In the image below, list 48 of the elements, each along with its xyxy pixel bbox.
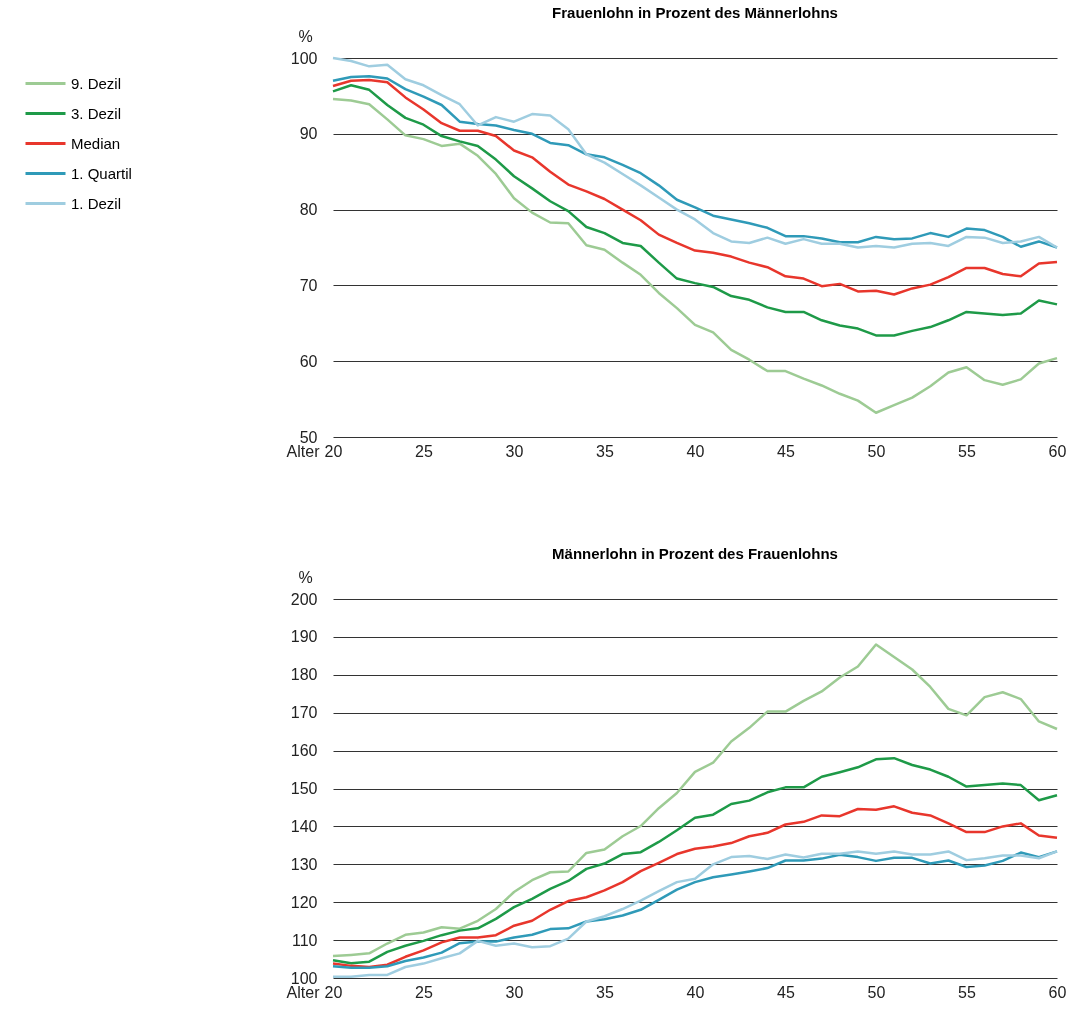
y-tick-label: 80: [299, 201, 318, 219]
x-tick-label: 25: [415, 983, 433, 1001]
x-tick-label: 45: [777, 442, 795, 460]
legend-label: Median: [71, 134, 121, 152]
line-series: [331, 805, 1059, 969]
legend-label: 3. Dezil: [71, 104, 122, 122]
y-tick-label: 180: [290, 666, 318, 684]
line-series: [331, 643, 1059, 958]
y-axis-title: %: [298, 27, 313, 45]
x-tick-label: 20: [324, 983, 343, 1001]
y-tick-label: 110: [291, 931, 318, 949]
x-tick-label: 25: [415, 442, 433, 460]
y-tick-label: 150: [290, 780, 318, 797]
line-series: [331, 756, 1059, 965]
x-tick-label: 35: [596, 983, 614, 1001]
y-tick-label: 170: [290, 704, 318, 722]
x-tick-label: 55: [958, 983, 976, 1001]
line-series: [331, 97, 1059, 414]
x-tick-label: 35: [596, 442, 614, 460]
y-tick-label: 130: [290, 855, 318, 873]
line-series: [331, 78, 1059, 296]
x-tick-label: 55: [958, 442, 976, 460]
x-tick-label: 40: [686, 442, 705, 460]
x-tick-label: 30: [505, 442, 524, 460]
chart-title: Männerlohn in Prozent des Frauenlohns: [552, 545, 838, 562]
legend-label: 9. Dezil: [71, 74, 122, 92]
y-tick-label: 90: [299, 125, 318, 143]
y-axis-title: %: [298, 568, 313, 586]
x-tick-label: 50: [867, 983, 886, 1001]
y-tick-label: 120: [290, 893, 318, 911]
legend-label: 1. Quartil: [71, 164, 132, 182]
y-tick-label: 60: [299, 352, 318, 370]
x-tick-label: 30: [505, 983, 524, 1001]
x-tick-label: 60: [1048, 983, 1067, 1001]
y-tick-label: 190: [290, 628, 318, 646]
y-tick-label: 100: [290, 49, 318, 67]
x-tick-label: 45: [777, 983, 795, 1001]
y-tick-label: 200: [290, 590, 318, 608]
x-tick-label: 20: [324, 442, 343, 460]
line-series: [331, 84, 1059, 337]
chart-title: Frauenlohn in Prozent des Männerlohns: [552, 4, 838, 21]
x-tick-label: 50: [867, 442, 886, 460]
y-tick-label: 70: [299, 276, 318, 294]
y-tick-label: 160: [290, 742, 318, 760]
y-tick-label: 140: [290, 817, 318, 835]
x-tick-label: 40: [686, 983, 705, 1001]
x-tick-label: 60: [1048, 442, 1067, 460]
legend-label: 1. Dezil: [71, 194, 122, 212]
